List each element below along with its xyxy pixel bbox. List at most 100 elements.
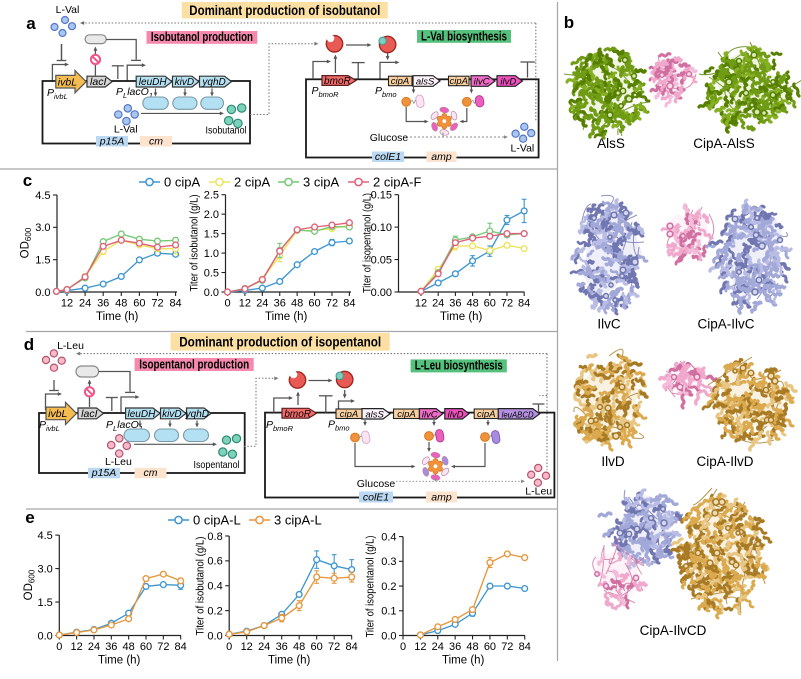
svg-text:cipA: cipA (340, 409, 358, 420)
svg-text:colE1: colE1 (363, 491, 389, 503)
svg-text:0: 0 (224, 298, 230, 310)
svg-text:kivD: kivD (175, 77, 194, 88)
svg-text:p15A: p15A (99, 135, 125, 147)
svg-text:Pbmo: Pbmo (328, 419, 350, 433)
svg-text:60: 60 (484, 641, 496, 653)
svg-text:0: 0 (226, 641, 232, 653)
svg-text:48: 48 (466, 641, 478, 653)
svg-text:72: 72 (151, 298, 163, 310)
svg-text:0.0: 0.0 (204, 287, 219, 299)
svg-text:Time (h): Time (h) (98, 655, 141, 667)
svg-text:36: 36 (105, 641, 117, 653)
svg-text:12: 12 (241, 641, 253, 653)
svg-text:cm: cm (144, 467, 158, 479)
svg-text:CipA-IlvCD: CipA-IlvCD (640, 623, 707, 638)
svg-text:36: 36 (449, 641, 461, 653)
svg-text:36: 36 (276, 641, 288, 653)
svg-text:Time (h): Time (h) (265, 311, 308, 323)
svg-text:Pbmo: Pbmo (375, 85, 397, 99)
svg-text:0.2: 0.2 (207, 605, 222, 617)
svg-text:60: 60 (140, 641, 152, 653)
svg-text:ilvC: ilvC (474, 77, 490, 88)
svg-text:L-Val: L-Val (511, 143, 535, 155)
svg-text:yqhD: yqhD (201, 77, 225, 88)
svg-text:Dominant production of isobuta: Dominant production of isobutanol (189, 3, 380, 18)
svg-text:84: 84 (519, 641, 531, 653)
svg-text:2.5: 2.5 (204, 190, 219, 202)
svg-text:0.4: 0.4 (207, 581, 222, 593)
svg-text:36: 36 (449, 298, 461, 310)
svg-text:72: 72 (326, 298, 338, 310)
svg-text:2 cipA: 2 cipA (234, 174, 270, 189)
svg-text:cipA: cipA (449, 76, 467, 87)
svg-text:0.4: 0.4 (381, 531, 396, 543)
svg-text:0.1: 0.1 (381, 606, 396, 618)
svg-text:1.5: 1.5 (204, 228, 219, 240)
svg-text:CipA-AlsS: CipA-AlsS (693, 136, 755, 151)
svg-text:p15A: p15A (91, 467, 117, 479)
svg-text:Time (h): Time (h) (442, 655, 485, 667)
svg-text:60: 60 (133, 298, 145, 310)
svg-text:ilvC: ilvC (422, 409, 438, 420)
svg-text:24: 24 (88, 641, 100, 653)
svg-text:84: 84 (175, 641, 187, 653)
svg-text:PbmoR: PbmoR (266, 419, 294, 433)
svg-text:2.0: 2.0 (204, 209, 219, 221)
svg-text:Dominant production of isopent: Dominant production of isopentanol (179, 335, 381, 350)
svg-text:L-Val: L-Val (114, 124, 138, 136)
svg-text:PivbL: PivbL (47, 87, 68, 101)
svg-text:kivD: kivD (162, 409, 181, 420)
svg-text:48: 48 (291, 298, 303, 310)
svg-text:0.0: 0.0 (38, 630, 53, 642)
svg-text:60: 60 (308, 298, 320, 310)
svg-text:0.3: 0.3 (381, 556, 396, 568)
svg-text:1.5: 1.5 (35, 254, 50, 266)
svg-text:0.2: 0.2 (381, 581, 396, 593)
svg-text:0: 0 (400, 641, 406, 653)
svg-text:Isobutanol: Isobutanol (206, 125, 247, 137)
svg-text:Isopentanol: Isopentanol (194, 459, 240, 471)
svg-text:Time (h): Time (h) (96, 311, 139, 323)
svg-text:0 cipA: 0 cipA (164, 174, 200, 189)
svg-text:Titer of isobutanol (g/L): Titer of isobutanol (g/L) (189, 195, 201, 292)
svg-text:amp: amp (431, 151, 452, 163)
svg-text:3 cipA-L: 3 cipA-L (274, 512, 322, 527)
svg-text:L-Val: L-Val (56, 4, 80, 16)
svg-text:lacI: lacI (90, 76, 106, 88)
svg-text:d: d (24, 335, 34, 354)
svg-text:36: 36 (97, 298, 109, 310)
svg-text:48: 48 (293, 641, 305, 653)
svg-text:4.5: 4.5 (38, 530, 53, 542)
svg-text:0.6: 0.6 (207, 556, 222, 568)
svg-text:0.05: 0.05 (371, 254, 392, 266)
svg-text:OD600: OD600 (23, 569, 37, 600)
svg-text:0.10: 0.10 (371, 222, 392, 234)
svg-text:72: 72 (501, 641, 513, 653)
svg-text:leuDH: leuDH (128, 409, 157, 420)
svg-text:AlsS: AlsS (597, 136, 625, 151)
svg-text:cm: cm (149, 135, 163, 147)
svg-text:24: 24 (432, 641, 444, 653)
svg-text:Titer of isopentanol (g/L): Titer of isopentanol (g/L) (362, 193, 374, 293)
svg-text:3.0: 3.0 (38, 563, 53, 575)
svg-text:1.5: 1.5 (38, 597, 53, 609)
svg-text:Isopentanol production: Isopentanol production (139, 357, 249, 371)
svg-text:cipA: cipA (477, 409, 495, 420)
svg-text:ilvD: ilvD (448, 409, 464, 420)
svg-text:12: 12 (414, 641, 426, 653)
svg-text:IlvD: IlvD (601, 454, 625, 469)
svg-text:L-Leu: L-Leu (57, 340, 84, 352)
svg-text:0 cipA-L: 0 cipA-L (193, 512, 241, 527)
svg-text:0: 0 (56, 641, 62, 653)
svg-text:60: 60 (311, 641, 323, 653)
svg-text:12: 12 (61, 298, 73, 310)
svg-text:12: 12 (415, 298, 427, 310)
svg-text:Glucose: Glucose (357, 478, 396, 490)
svg-text:Time (h): Time (h) (268, 655, 311, 667)
svg-text:CipA-IlvD: CipA-IlvD (696, 454, 753, 469)
svg-text:3 cipA: 3 cipA (303, 174, 339, 189)
svg-text:72: 72 (328, 641, 340, 653)
svg-text:amp: amp (431, 491, 452, 503)
svg-text:60: 60 (484, 298, 496, 310)
svg-text:bmoR: bmoR (324, 76, 351, 87)
